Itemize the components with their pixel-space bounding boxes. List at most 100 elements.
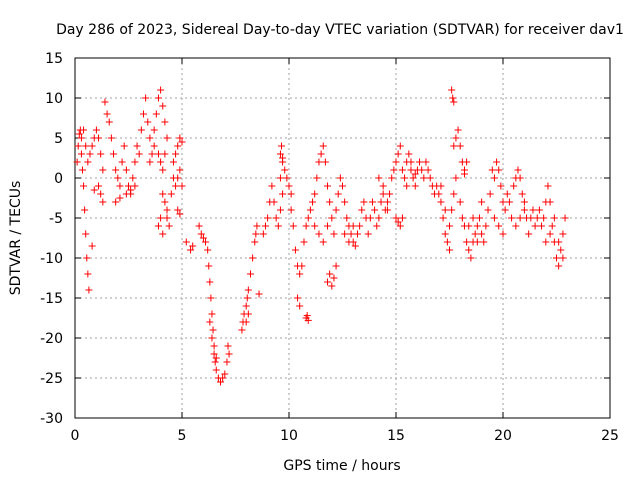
data-point <box>396 222 404 230</box>
data-point <box>161 198 169 206</box>
data-point <box>304 316 312 324</box>
data-point <box>131 182 139 190</box>
data-point <box>157 158 165 166</box>
data-point <box>116 182 124 190</box>
data-point <box>321 158 329 166</box>
y-tick-label: -20 <box>40 331 63 347</box>
data-point <box>212 366 220 374</box>
data-point <box>313 174 321 182</box>
data-point <box>75 130 83 138</box>
data-point <box>157 86 165 94</box>
data-point <box>371 206 379 214</box>
data-point <box>202 238 210 246</box>
data-point <box>555 238 563 246</box>
data-point <box>319 142 327 150</box>
data-point <box>112 166 120 174</box>
data-point <box>388 174 396 182</box>
data-point <box>383 206 391 214</box>
data-point <box>353 230 361 238</box>
data-point <box>287 190 295 198</box>
data-point <box>443 238 451 246</box>
data-point <box>512 222 520 230</box>
data-point <box>246 270 254 278</box>
data-point <box>386 190 394 198</box>
data-point <box>471 230 479 238</box>
data-point <box>405 150 413 158</box>
data-point <box>129 174 137 182</box>
data-point <box>525 230 533 238</box>
data-point <box>332 206 340 214</box>
data-point <box>403 182 411 190</box>
data-point <box>189 242 197 250</box>
data-point <box>336 174 344 182</box>
data-point <box>373 222 381 230</box>
data-point <box>358 206 366 214</box>
data-point <box>187 246 195 254</box>
y-tick-label: 5 <box>54 131 63 147</box>
data-point <box>217 378 225 386</box>
x-tick-label: 5 <box>178 428 187 444</box>
data-point <box>150 142 158 150</box>
data-point <box>420 174 428 182</box>
data-point <box>317 150 325 158</box>
data-point <box>495 222 503 230</box>
data-point <box>469 214 477 222</box>
data-point <box>207 294 215 302</box>
data-point <box>315 230 323 238</box>
data-point <box>224 342 232 350</box>
data-point <box>178 138 186 146</box>
data-point <box>122 190 130 198</box>
data-point <box>302 222 310 230</box>
data-point <box>107 134 115 142</box>
data-point <box>505 198 513 206</box>
data-point <box>334 190 342 198</box>
data-point <box>383 198 391 206</box>
data-point <box>300 238 308 246</box>
data-point <box>351 242 359 250</box>
data-point <box>407 158 415 166</box>
data-point <box>561 214 569 222</box>
data-point <box>480 238 488 246</box>
data-point <box>448 206 456 214</box>
data-point <box>243 294 251 302</box>
data-point <box>163 206 171 214</box>
data-point <box>116 194 124 202</box>
data-point <box>278 142 286 150</box>
data-point <box>379 190 387 198</box>
data-point <box>82 142 90 150</box>
data-point <box>268 182 276 190</box>
data-point <box>77 134 85 142</box>
data-point <box>520 206 528 214</box>
data-point <box>326 270 334 278</box>
data-point <box>199 234 207 242</box>
y-axis-label: SDTVAR / TECUs <box>8 181 24 296</box>
y-tick-labels: -30 -25 -20 -15 -10 -5 0 5 10 15 <box>40 51 63 427</box>
data-point <box>176 134 184 142</box>
data-point <box>206 318 214 326</box>
data-point <box>460 170 468 178</box>
data-point <box>330 230 338 238</box>
data-point <box>375 214 383 222</box>
data-point <box>131 158 139 166</box>
data-point <box>182 238 190 246</box>
data-point <box>223 358 231 366</box>
data-point <box>349 222 357 230</box>
data-points <box>73 86 569 386</box>
data-point <box>298 262 306 270</box>
data-point <box>238 326 246 334</box>
data-point <box>542 238 550 246</box>
data-point <box>244 286 252 294</box>
data-point <box>84 158 92 166</box>
data-point <box>343 214 351 222</box>
data-point <box>211 358 219 366</box>
x-tick-label: 10 <box>280 428 298 444</box>
data-point <box>465 246 473 254</box>
data-point <box>456 198 464 206</box>
data-point <box>411 170 419 178</box>
data-point <box>510 182 518 190</box>
data-point <box>503 190 511 198</box>
data-point <box>219 374 227 382</box>
data-point <box>546 198 554 206</box>
data-point <box>306 206 314 214</box>
